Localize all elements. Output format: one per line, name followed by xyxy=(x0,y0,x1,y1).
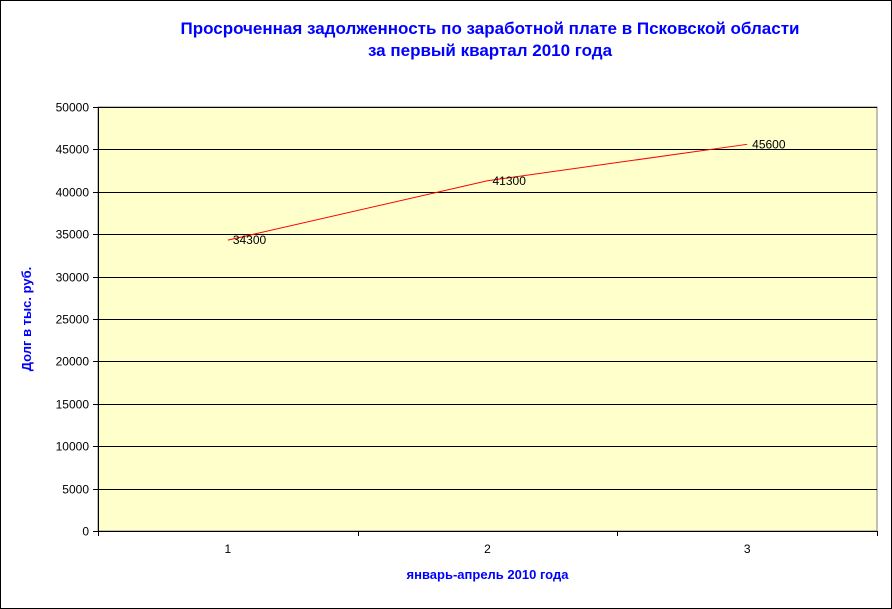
y-tick-label: 45000 xyxy=(56,143,90,157)
series-group xyxy=(227,143,748,241)
y-tick-label: 20000 xyxy=(56,355,90,369)
data-labels: 34300 41300 45600 xyxy=(233,137,786,247)
x-axis-title: январь-апрель 2010 года xyxy=(407,567,570,582)
gridlines xyxy=(98,107,877,490)
y-tick-label: 15000 xyxy=(56,398,90,412)
series-line xyxy=(227,143,748,241)
y-tick-label: 5000 xyxy=(62,483,89,497)
y-tick-label: 30000 xyxy=(56,271,90,285)
y-axis-title: Долг в тыс. руб. xyxy=(19,267,34,372)
chart-title-line-1: Просроченная задолженность по заработной… xyxy=(180,19,800,38)
axes xyxy=(98,107,877,532)
y-tick-label: 35000 xyxy=(56,228,90,242)
data-label: 45600 xyxy=(752,137,786,151)
chart-title-line-2: за первый квартал 2010 года xyxy=(367,41,613,60)
data-label: 34300 xyxy=(233,233,267,247)
chart-title: Просроченная задолженность по заработной… xyxy=(90,18,890,62)
x-tick-label: 3 xyxy=(744,542,751,556)
y-axis-ticks: 0 5000 10000 15000 20000 25000 30000 35000 40000… xyxy=(56,101,98,539)
y-tick-label: 50000 xyxy=(56,101,90,115)
x-axis-ticks: 1 2 3 xyxy=(98,531,878,556)
y-tick-label: 0 xyxy=(82,525,89,539)
x-tick-label: 1 xyxy=(224,542,231,556)
y-tick-label: 10000 xyxy=(56,440,90,454)
x-tick-label: 2 xyxy=(484,542,491,556)
y-tick-label: 25000 xyxy=(56,313,90,327)
y-tick-label: 40000 xyxy=(56,186,90,200)
data-label: 41300 xyxy=(493,174,527,188)
